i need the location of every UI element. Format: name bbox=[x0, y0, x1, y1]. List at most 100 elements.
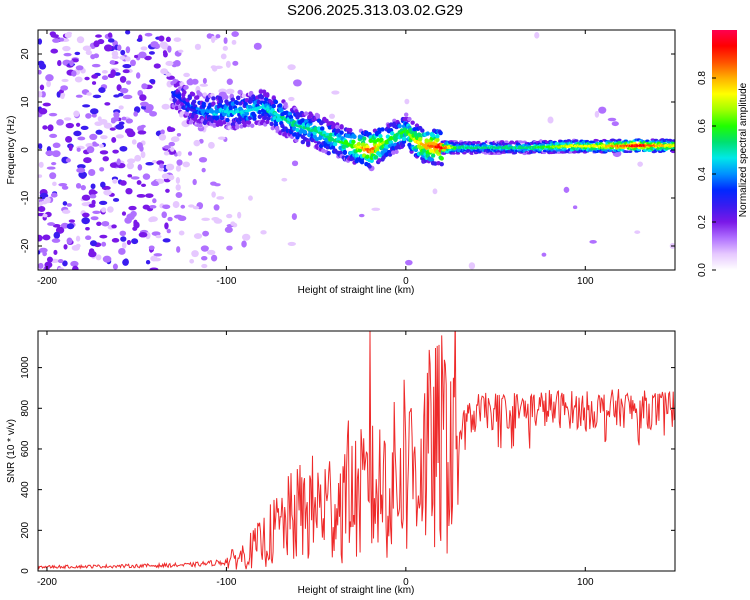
spectrogram-cell bbox=[653, 138, 659, 142]
spectrogram-cell bbox=[194, 43, 202, 50]
spectrogram-cell bbox=[122, 64, 132, 69]
spectrogram-cell bbox=[117, 44, 122, 51]
spectrogram-cell bbox=[226, 213, 233, 219]
spectrogram-cell bbox=[60, 93, 65, 100]
spectrogram-cell bbox=[89, 133, 98, 141]
spectrogram-cell bbox=[126, 239, 132, 245]
spectrogram-cell bbox=[162, 238, 171, 243]
spectrogram-cell bbox=[46, 80, 51, 88]
spectrogram-cell bbox=[302, 129, 308, 135]
snr-line bbox=[38, 331, 675, 570]
spectrogram-cell bbox=[241, 93, 246, 99]
spectrogram-cell bbox=[187, 151, 193, 156]
spectrogram-cell bbox=[218, 122, 224, 127]
spectrogram-cell bbox=[112, 149, 119, 154]
spectrogram-cell bbox=[103, 189, 112, 196]
spectrogram-cell bbox=[211, 65, 218, 72]
spectrogram-cell bbox=[378, 133, 383, 139]
spectrogram-cell bbox=[598, 106, 607, 114]
spectrogram-cell bbox=[241, 240, 247, 248]
spectrogram-cell bbox=[38, 60, 45, 66]
spectrogram-cell bbox=[121, 242, 127, 249]
snr-y-ticks: 0 200 400 600 800 1000 bbox=[20, 356, 675, 574]
spectrogram-cell bbox=[42, 251, 47, 257]
spectrogram-cell bbox=[125, 30, 131, 35]
spectrogram-cell bbox=[45, 74, 54, 82]
spectrogram-cell bbox=[112, 198, 120, 202]
spectrogram-cell bbox=[451, 152, 456, 155]
spectrogram-cell bbox=[110, 69, 116, 77]
spectrogram-cell bbox=[468, 262, 476, 270]
spectrogram-cell bbox=[153, 63, 161, 69]
spectrogram-cell bbox=[230, 97, 236, 102]
spectrogram-cell bbox=[159, 163, 164, 169]
spectrogram-cell bbox=[320, 126, 325, 131]
spectrogram-cell bbox=[213, 218, 223, 224]
spectrogram-cell bbox=[217, 102, 223, 107]
spectrogram-cell bbox=[80, 125, 89, 131]
spectrogram-cell bbox=[504, 140, 509, 144]
spectrogram-y-tick-label: 0 bbox=[20, 147, 31, 153]
spectrogram-cell bbox=[348, 128, 353, 133]
spectrogram-cell bbox=[81, 202, 90, 207]
spectrogram-cell bbox=[150, 41, 159, 48]
spectrogram-y-tick-label: -20 bbox=[20, 238, 31, 253]
spectrogram-cell bbox=[124, 128, 134, 135]
spectrogram-cell bbox=[430, 153, 436, 158]
snr-x-tick-label: 100 bbox=[577, 577, 594, 588]
spectrogram-cell bbox=[410, 120, 415, 125]
spectrogram-cell bbox=[52, 142, 61, 149]
spectrogram-cell bbox=[492, 142, 497, 146]
spectrogram-cell bbox=[178, 230, 185, 236]
spectrogram-cell bbox=[371, 207, 381, 211]
spectrogram-cell bbox=[509, 140, 514, 144]
spectrogram-cell bbox=[85, 113, 92, 119]
spectrogram-cell bbox=[125, 187, 133, 195]
spectrogram-cell bbox=[58, 183, 68, 187]
spectrogram-cell bbox=[342, 150, 348, 155]
spectrogram-cell bbox=[165, 60, 174, 66]
spectrogram-y-label: Frequency (Hz) bbox=[6, 116, 17, 185]
spectrogram-cell bbox=[76, 167, 86, 173]
spectrogram-cell bbox=[191, 250, 199, 258]
spectrogram-cell bbox=[208, 141, 215, 149]
spectrogram-cell bbox=[85, 50, 92, 56]
colorbar-tick-label: 0.6 bbox=[697, 119, 708, 133]
spectrogram-cell bbox=[293, 79, 302, 87]
spectrogram-cell bbox=[338, 150, 343, 155]
spectrogram-cell bbox=[190, 263, 199, 268]
spectrogram-cell bbox=[61, 78, 69, 83]
spectrogram-cell bbox=[225, 117, 230, 123]
spectrogram-cell bbox=[278, 103, 283, 108]
spectrogram-cell bbox=[116, 158, 121, 166]
spectrogram-cell bbox=[306, 141, 311, 146]
snr-x-ticks: -200 -100 0 100 bbox=[37, 331, 594, 588]
spectrogram-cell bbox=[53, 249, 58, 255]
spectrogram-cell bbox=[76, 147, 81, 152]
snr-x-label: Height of straight line (km) bbox=[298, 585, 415, 596]
spectrogram-cell bbox=[74, 76, 83, 83]
spectrogram-cell bbox=[435, 134, 440, 139]
colorbar-tick-label: 0.4 bbox=[697, 167, 708, 181]
spectrogram-cell bbox=[38, 206, 46, 212]
spectrogram-cell bbox=[356, 141, 362, 147]
spectrogram-cell bbox=[438, 130, 443, 136]
spectrogram-cell bbox=[65, 158, 71, 163]
spectrogram-cell bbox=[328, 113, 336, 119]
spectrogram-x-tick-label: -200 bbox=[37, 276, 57, 287]
spectrogram-cell bbox=[236, 95, 241, 100]
spectrogram-cell bbox=[594, 110, 600, 118]
spectrogram-cell bbox=[76, 36, 85, 44]
spectrogram-cell bbox=[273, 99, 279, 105]
spectrogram-cell bbox=[101, 75, 109, 80]
spectrogram-cell bbox=[125, 46, 131, 54]
spectrogram-cell bbox=[91, 81, 97, 85]
spectrogram-cell bbox=[225, 88, 235, 95]
spectrogram-cell bbox=[454, 141, 460, 145]
spectrogram-cell bbox=[643, 149, 648, 152]
spectrogram-cell bbox=[541, 151, 547, 155]
spectrogram-cell bbox=[91, 74, 99, 79]
spectrogram-cell bbox=[624, 150, 630, 154]
spectrogram-cell bbox=[85, 227, 90, 231]
spectrogram-cell bbox=[115, 123, 125, 130]
